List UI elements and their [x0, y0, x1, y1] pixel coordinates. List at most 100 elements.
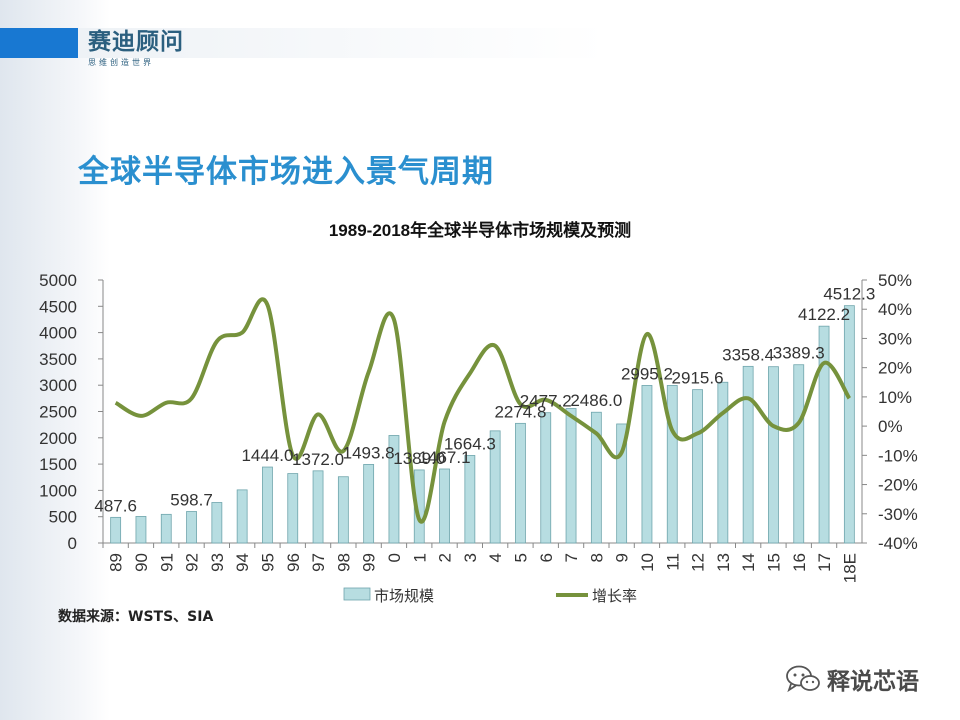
bar — [590, 411, 602, 544]
bar — [515, 422, 526, 544]
growth-rate-line — [114, 297, 852, 524]
x-tick-label: 90 — [132, 553, 151, 572]
bar — [843, 305, 855, 544]
wechat-icon — [786, 665, 820, 693]
x-tick-label: 13 — [714, 553, 733, 572]
bar — [666, 385, 678, 544]
x-tick-label: 15 — [764, 553, 783, 572]
x-tick-label: 98 — [334, 553, 353, 572]
x-tick-label: 10 — [638, 553, 657, 572]
bar — [388, 435, 400, 544]
bar — [287, 473, 299, 544]
x-tick-label: 6 — [537, 553, 556, 562]
header-band — [78, 28, 960, 58]
y-left-tick-label: 500 — [49, 508, 77, 527]
y-left-tick-label: 3000 — [39, 376, 77, 395]
x-tick-label: 97 — [309, 553, 328, 572]
x-tick-label: 92 — [183, 553, 202, 572]
x-tick-label: 94 — [233, 553, 252, 572]
source-note: 数据来源：WSTS、SIA — [58, 609, 214, 625]
x-tick-label: 1 — [410, 553, 429, 562]
bar — [793, 364, 805, 544]
logo-slogan: 思维创造世界 — [88, 58, 154, 67]
company-logo: 赛迪顾问 思维创造世界 — [88, 22, 184, 68]
y-left-tick-label: 2000 — [39, 429, 77, 448]
y-right-tick-label: 10% — [878, 388, 912, 407]
bar — [768, 366, 779, 544]
bar — [540, 412, 552, 544]
y-left-tick-label: 4000 — [39, 324, 77, 343]
bar — [439, 468, 450, 544]
bar — [236, 489, 248, 544]
y-left-tick-label: 2500 — [39, 403, 77, 422]
chart-title: 1989-2018年全球半导体市场规模及预测 — [329, 220, 631, 240]
legend-bar-swatch — [343, 587, 371, 601]
bar — [160, 513, 172, 544]
y-left-tick-label: 5000 — [39, 271, 77, 290]
watermark: 释说芯语 — [785, 662, 919, 696]
y-right-tick-label: 50% — [878, 271, 912, 290]
page-title: 全球半导体市场进入景气周期 — [78, 154, 494, 190]
logo-name: 赛迪顾问 — [88, 28, 184, 55]
bar — [641, 385, 653, 544]
y-right-tick-label: -20% — [878, 476, 918, 495]
bar — [565, 408, 577, 544]
x-tick-label: 91 — [157, 553, 176, 572]
bar-data-label: 1467.1 — [419, 448, 471, 467]
y-left-tick-label: 4500 — [39, 297, 77, 316]
x-tick-label: 4 — [486, 553, 505, 562]
bar — [692, 389, 703, 544]
bar-data-label: 3358.4 — [722, 345, 774, 364]
x-tick-label: 11 — [663, 553, 682, 571]
bar-data-label: 2477.2 — [520, 392, 572, 411]
bar — [186, 511, 197, 544]
bar — [211, 502, 223, 544]
bar — [616, 423, 628, 544]
x-tick-label: 14 — [739, 553, 758, 572]
y-right-tick-label: 40% — [878, 300, 912, 319]
x-tick-label: 0 — [385, 553, 404, 562]
bar-data-label: 2995.2 — [621, 364, 673, 383]
bar — [110, 516, 122, 544]
x-tick-label: 8 — [587, 553, 606, 562]
x-tick-label: 89 — [107, 553, 126, 572]
legend-line-label: 增长率 — [592, 588, 637, 605]
bar — [818, 325, 830, 544]
bar-data-label: 2486.0 — [570, 391, 622, 410]
x-tick-label: 5 — [511, 553, 530, 562]
y-right-tick-label: -10% — [878, 446, 918, 465]
y-right-tick-label: -40% — [878, 534, 918, 553]
watermark-text: 释说芯语 — [827, 669, 919, 695]
bar-data-label: 1372.0 — [292, 450, 344, 469]
bar — [135, 516, 147, 544]
x-tick-label: 9 — [613, 553, 632, 562]
bar — [742, 365, 754, 544]
y-right-tick-label: 20% — [878, 359, 912, 378]
bar-data-label: 598.7 — [170, 491, 213, 510]
bar-data-label: 4512.3 — [823, 285, 875, 304]
bar-data-label: 487.6 — [94, 496, 137, 515]
x-tick-label: 18E — [840, 553, 859, 583]
x-tick-label: 7 — [562, 553, 581, 562]
bar — [489, 430, 501, 544]
y-right-tick-label: 30% — [878, 329, 912, 348]
x-tick-label: 95 — [258, 553, 277, 572]
bar-data-label: 2915.6 — [672, 369, 724, 388]
y-right-tick-label: -30% — [878, 505, 918, 524]
x-tick-label: 3 — [461, 553, 480, 562]
bar-data-label: 1664.3 — [444, 434, 496, 453]
x-tick-label: 96 — [284, 553, 303, 572]
y-left-tick-label: 1500 — [39, 455, 77, 474]
header-accent-bar — [0, 28, 78, 58]
x-tick-label: 17 — [815, 553, 834, 572]
y-right-tick-label: 0% — [878, 417, 903, 436]
legend-bar-label: 市场规模 — [374, 588, 434, 605]
x-tick-label: 93 — [208, 553, 227, 572]
y-left-tick-label: 3500 — [39, 350, 77, 369]
bar-data-label: 1389.0 — [393, 449, 445, 468]
x-tick-label: 12 — [689, 553, 708, 572]
bar — [312, 470, 324, 544]
bar-data-label: 3389.3 — [773, 344, 825, 363]
x-tick-label: 16 — [790, 553, 809, 572]
